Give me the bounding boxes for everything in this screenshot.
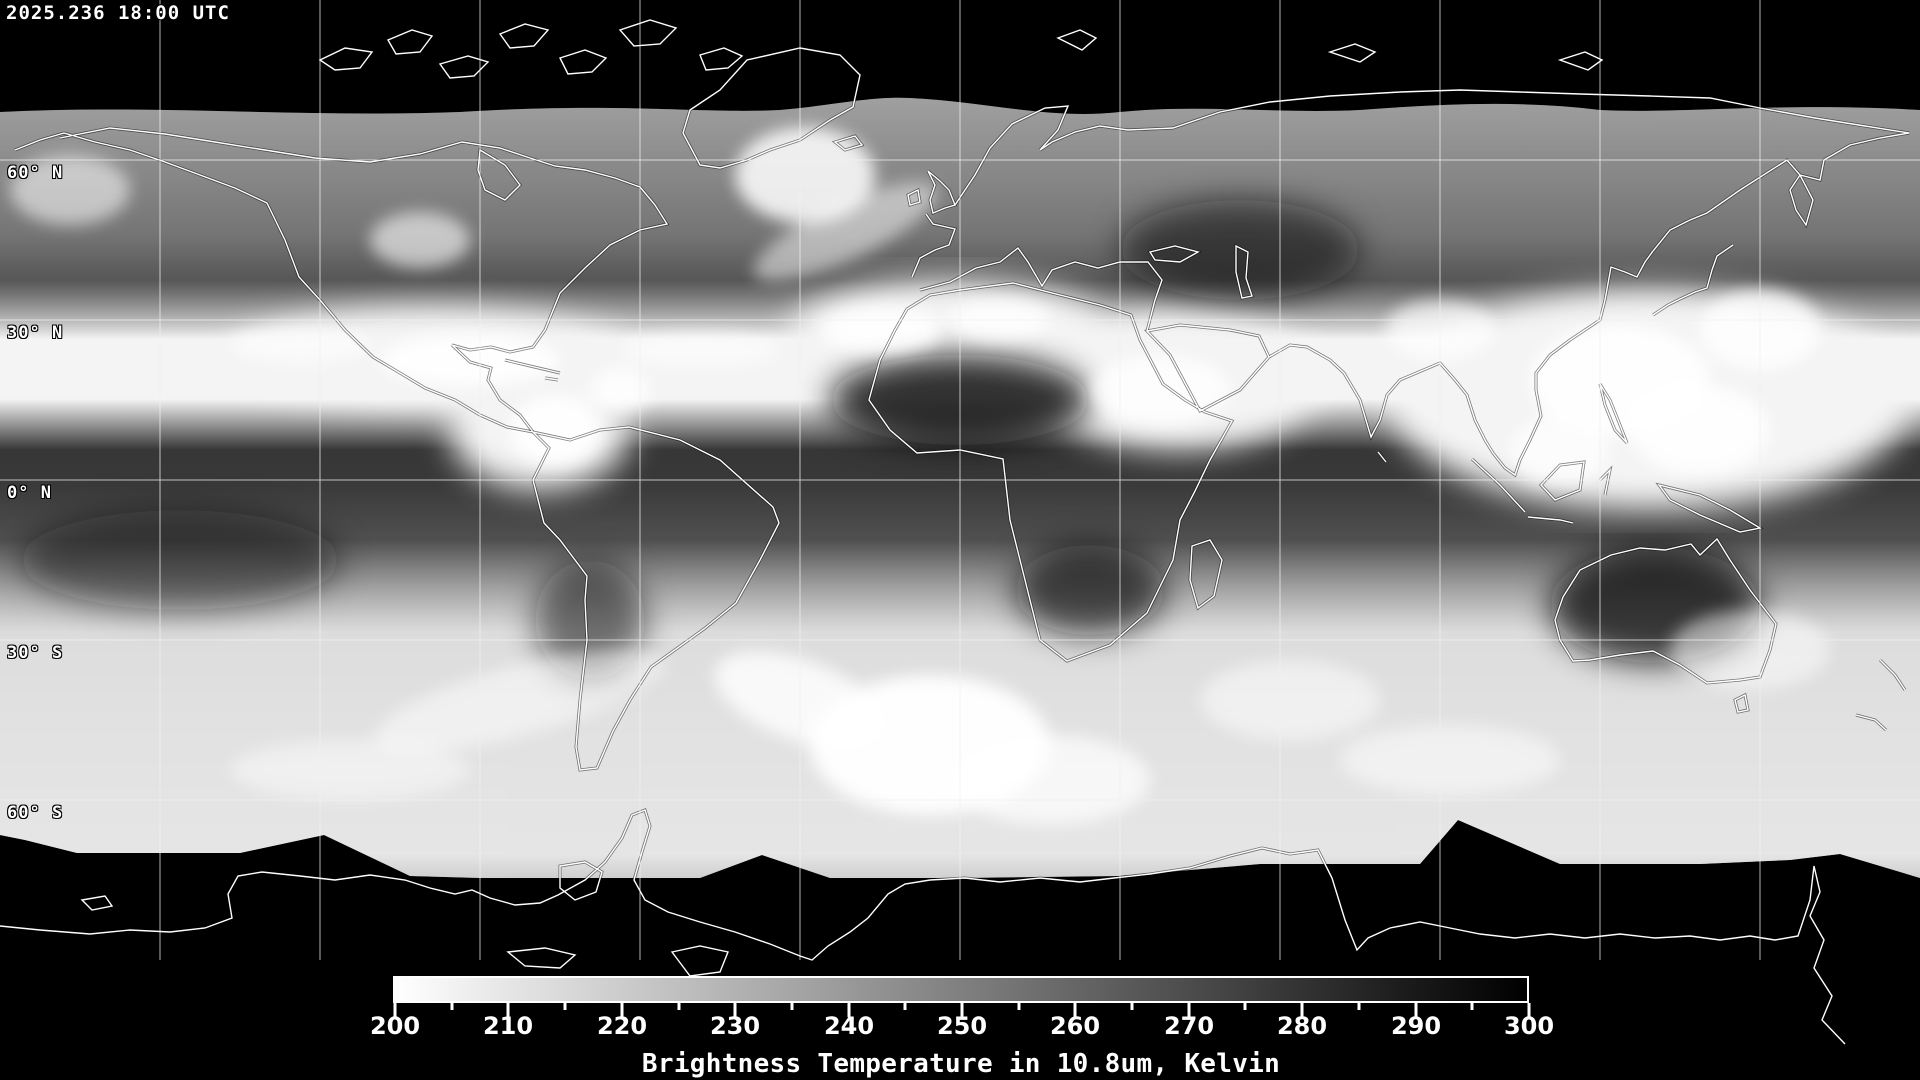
colorbar-gradient <box>393 976 1529 1003</box>
timestamp-label: 2025.236 18:00 UTC <box>6 2 230 24</box>
colorbar-tick-label: 230 <box>709 1012 761 1040</box>
lat-label-60n: 60° N <box>7 163 64 183</box>
colorbar-tick-label: 280 <box>1276 1012 1328 1040</box>
colorbar-tick-label: 250 <box>936 1012 988 1040</box>
colorbar-tick-label: 240 <box>823 1012 875 1040</box>
colorbar-major-tick <box>620 1003 624 1017</box>
lat-label-60s: 60° S <box>7 803 64 823</box>
colorbar-tick-label: 200 <box>369 1012 421 1040</box>
lat-label-30n: 30° N <box>7 323 64 343</box>
colorbar-minor-tick <box>1357 1003 1361 1010</box>
colorbar-minor-tick <box>450 1003 454 1010</box>
colorbar-minor-tick <box>1470 1003 1474 1010</box>
colorbar-minor-tick <box>563 1003 567 1010</box>
colorbar-major-tick <box>1073 1003 1077 1017</box>
lat-label-30s: 30° S <box>7 643 64 663</box>
colorbar-minor-tick <box>677 1003 681 1010</box>
colorbar-tick-label: 290 <box>1390 1012 1442 1040</box>
colorbar-title: Brightness Temperature in 10.8um, Kelvin <box>641 1049 1281 1079</box>
colorbar-major-tick <box>960 1003 964 1017</box>
latlon-grid <box>0 0 1920 960</box>
colorbar-major-tick <box>506 1003 510 1017</box>
colorbar-tick-label: 260 <box>1049 1012 1101 1040</box>
colorbar-tick-label: 300 <box>1503 1012 1555 1040</box>
colorbar-major-tick <box>1187 1003 1191 1017</box>
cloud-systems <box>10 127 1830 825</box>
colorbar-tick-label: 210 <box>482 1012 534 1040</box>
colorbar-major-tick <box>1527 1003 1531 1017</box>
colorbar-tick-label: 270 <box>1163 1012 1215 1040</box>
colorbar-major-tick <box>733 1003 737 1017</box>
colorbar-tick-label: 220 <box>596 1012 648 1040</box>
colorbar-major-tick <box>1414 1003 1418 1017</box>
colorbar-major-tick <box>847 1003 851 1017</box>
colorbar-minor-tick <box>1243 1003 1247 1010</box>
colorbar-minor-tick <box>903 1003 907 1010</box>
colorbar-minor-tick <box>1130 1003 1134 1010</box>
colorbar-major-tick <box>393 1003 397 1017</box>
colorbar-minor-tick <box>790 1003 794 1010</box>
lat-label-0n: 0° N <box>7 483 52 503</box>
colorbar-minor-tick <box>1017 1003 1021 1010</box>
colorbar-major-tick <box>1300 1003 1304 1017</box>
